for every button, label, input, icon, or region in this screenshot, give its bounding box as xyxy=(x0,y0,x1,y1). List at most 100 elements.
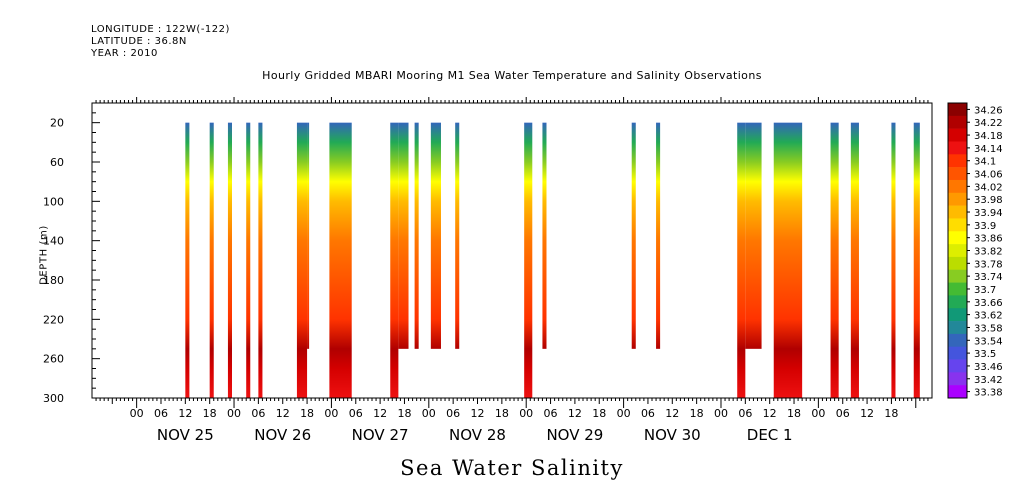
x-hour-label: 12 xyxy=(471,407,485,420)
x-day-label: NOV 30 xyxy=(644,426,701,444)
x-hour-label: 18 xyxy=(203,407,217,420)
colorbar-label: 33.54 xyxy=(974,336,1003,347)
colorbar-swatch xyxy=(948,218,967,232)
x-hour-label: 12 xyxy=(860,407,874,420)
data-segment xyxy=(227,122,232,399)
data-segment xyxy=(430,122,441,349)
data-segment xyxy=(524,122,533,399)
x-hour-label: 18 xyxy=(884,407,898,420)
data-segment xyxy=(850,122,859,399)
data-segment xyxy=(737,122,746,399)
y-tick-label: 220 xyxy=(43,313,64,326)
plot-frame xyxy=(91,102,933,399)
x-day-label: DEC 1 xyxy=(747,426,793,444)
x-hour-label: 00 xyxy=(324,407,338,420)
colorbar-swatch xyxy=(948,372,967,386)
data-segment xyxy=(398,122,409,349)
colorbar-swatch xyxy=(948,346,967,360)
colorbar-swatch xyxy=(948,269,967,283)
data-segment xyxy=(773,122,803,399)
data-segment xyxy=(246,122,251,399)
colorbar-swatch xyxy=(948,385,967,399)
colorbar-label: 34.06 xyxy=(974,170,1003,181)
y-tick-label: 140 xyxy=(43,235,64,248)
x-day-label: NOV 25 xyxy=(157,426,214,444)
x-hour-label: 18 xyxy=(690,407,704,420)
colorbar-swatch xyxy=(948,295,967,309)
colorbar-label: 33.5 xyxy=(974,349,996,360)
colorbar-label: 33.58 xyxy=(974,323,1003,334)
x-day-label: NOV 29 xyxy=(546,426,603,444)
y-tick-label: 60 xyxy=(50,156,64,169)
colorbar-swatch xyxy=(948,115,967,129)
colorbar-label: 33.94 xyxy=(974,208,1003,219)
x-hour-label: 06 xyxy=(738,407,752,420)
x-hour-label: 12 xyxy=(276,407,290,420)
colorbar-swatch xyxy=(948,128,967,142)
x-day-label: NOV 27 xyxy=(352,426,409,444)
colorbar-swatch xyxy=(948,141,967,155)
latitude-label: LATITUDE : 36.8N xyxy=(91,36,187,47)
colorbar-swatch xyxy=(948,205,967,219)
y-tick-label: 260 xyxy=(43,353,64,366)
x-hour-label: 12 xyxy=(763,407,777,420)
data-segment xyxy=(258,122,263,399)
x-day-label: NOV 26 xyxy=(254,426,311,444)
x-hour-label: 00 xyxy=(714,407,728,420)
colorbar-swatch xyxy=(948,256,967,271)
data-segment xyxy=(390,122,399,399)
x-hour-label: 18 xyxy=(592,407,606,420)
x-hour-label: 06 xyxy=(154,407,168,420)
colorbar-swatch xyxy=(948,359,967,373)
x-hour-label: 12 xyxy=(373,407,387,420)
colorbar-swatch xyxy=(948,333,967,347)
colorbar-label: 33.82 xyxy=(974,247,1003,258)
y-tick-label: 20 xyxy=(50,117,64,130)
colorbar-label: 33.46 xyxy=(974,362,1003,373)
colorbar-label: 33.62 xyxy=(974,311,1003,322)
x-hour-label: 12 xyxy=(568,407,582,420)
longitude-label: LONGITUDE : 122W(-122) xyxy=(91,24,230,35)
data-segment xyxy=(656,122,661,349)
colorbar-swatch xyxy=(948,321,967,335)
colorbar-label: 33.38 xyxy=(974,388,1003,399)
data-segment xyxy=(296,122,308,399)
colorbar-label: 34.22 xyxy=(974,118,1003,129)
x-hour-label: 12 xyxy=(665,407,679,420)
x-hour-label: 00 xyxy=(227,407,241,420)
colorbar-label: 33.86 xyxy=(974,234,1003,245)
x-hour-label: 06 xyxy=(544,407,558,420)
colorbar-label: 33.7 xyxy=(974,285,996,296)
colorbar-frame xyxy=(947,102,968,399)
data-segment xyxy=(913,122,920,399)
x-hour-label: 06 xyxy=(836,407,850,420)
data-segment xyxy=(307,122,310,349)
x-hour-label: 00 xyxy=(422,407,436,420)
x-hour-label: 00 xyxy=(130,407,144,420)
colorbar-label: 34.14 xyxy=(974,144,1003,155)
colorbar-label: 33.9 xyxy=(974,221,996,232)
colorbar-label: 33.98 xyxy=(974,195,1003,206)
x-hour-label: 00 xyxy=(519,407,533,420)
colorbar-label: 34.18 xyxy=(974,131,1003,142)
x-hour-label: 18 xyxy=(495,407,509,420)
colorbar-label: 33.74 xyxy=(974,272,1003,283)
colorbar-swatch xyxy=(948,308,967,322)
x-axis-label: Sea Water Salinity xyxy=(400,456,624,480)
x-hour-label: 18 xyxy=(397,407,411,420)
x-hour-label: 06 xyxy=(349,407,363,420)
data-segment xyxy=(209,122,214,399)
colorbar-swatch xyxy=(948,231,967,245)
data-segment xyxy=(631,122,636,349)
x-hour-label: 06 xyxy=(251,407,265,420)
colorbar-label: 34.02 xyxy=(974,182,1003,193)
x-hour-label: 00 xyxy=(617,407,631,420)
data-segment xyxy=(891,122,896,399)
x-hour-label: 18 xyxy=(787,407,801,420)
y-tick-label: 300 xyxy=(43,392,64,405)
y-tick-label: 100 xyxy=(43,195,64,208)
plot-axes: 20 60 100 140 180 220 260 300 00 06 12 18 00 06 12 18 00… xyxy=(43,97,933,444)
colorbar-swatch xyxy=(948,244,967,258)
